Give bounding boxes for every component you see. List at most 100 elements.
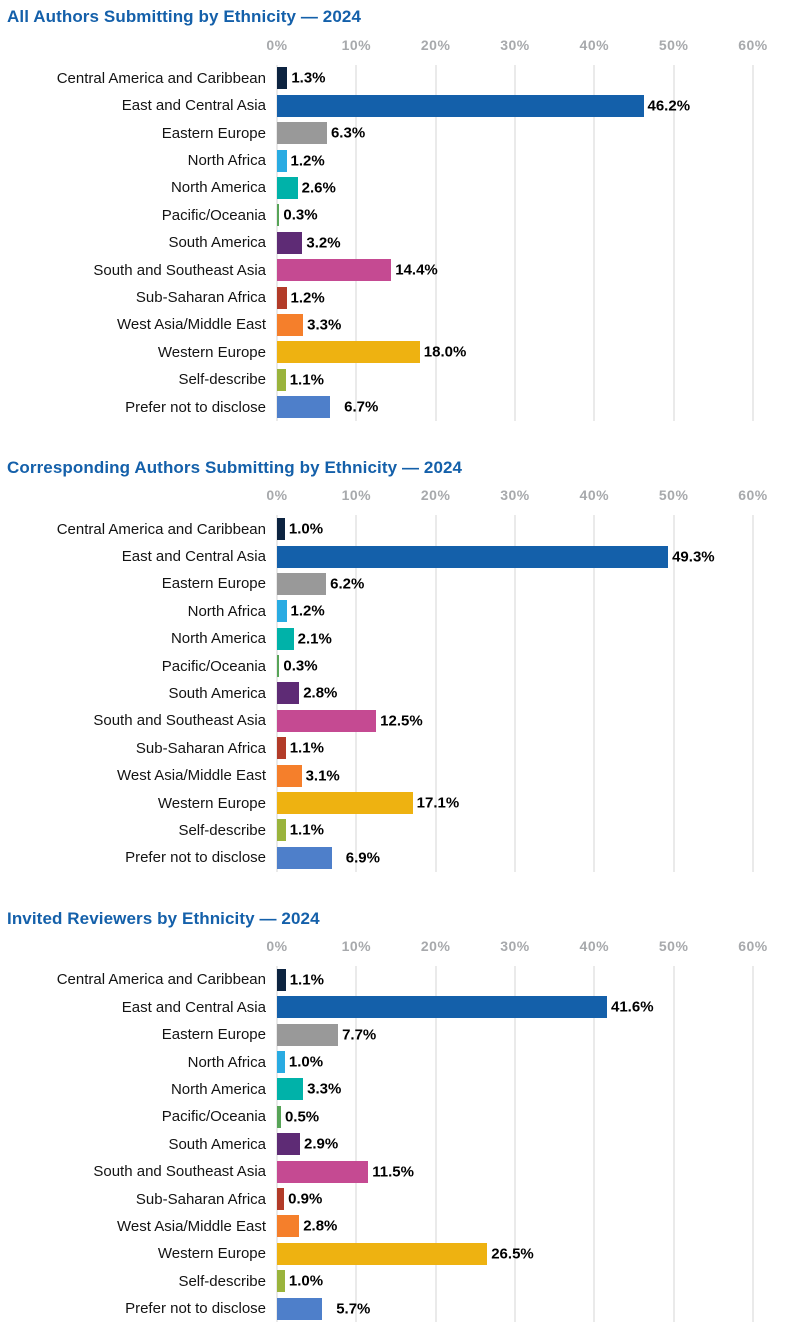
x-axis-tick: 0% [266, 487, 288, 504]
bar-row: East and Central Asia 46.2% [0, 92, 788, 119]
gridline [593, 64, 596, 421]
bar-track: 6.2% [277, 572, 788, 595]
bar-track: 18.0% [277, 341, 788, 364]
bar-track: 11.5% [277, 1160, 788, 1183]
bar-track: 2.8% [277, 1215, 788, 1238]
category-label: Self-describe [178, 371, 266, 389]
gridline [513, 515, 516, 872]
category-label: Sub-Saharan Africa [135, 289, 266, 306]
category-label: Sub-Saharan Africa [135, 1190, 266, 1208]
gridline [593, 966, 596, 1322]
gridline [593, 515, 596, 872]
bar [277, 655, 280, 678]
bar-row: Central America and Caribbean 1.1% [0, 966, 788, 993]
plot-area-all-authors: Central America and Caribbean 1.3% East an… [0, 64, 788, 421]
bar-track: 26.5% [277, 1242, 788, 1265]
bar [277, 792, 413, 815]
x-axis-tick: 40% [579, 487, 610, 504]
gridline [355, 515, 358, 872]
bar-track: 3.2% [277, 231, 788, 254]
bar-row: Western Europe 18.0% [0, 339, 788, 366]
x-axis-tick: 20% [420, 36, 451, 53]
bar [277, 341, 420, 364]
plot-area-invited-reviewers: Central America and Caribbean 1.1% East an… [0, 966, 788, 1322]
bar-row: Prefer not to disclose 6.9% [0, 844, 788, 871]
value-label: 17.1% [416, 794, 460, 812]
value-label: 1.0% [288, 520, 324, 538]
bar-row: North America 3.3% [0, 1076, 788, 1103]
bar-row: East and Central Asia 49.3% [0, 543, 788, 570]
gridline [355, 966, 358, 1322]
bar-row: Prefer not to disclose 6.7% [0, 393, 788, 420]
bar-track: 1.3% [277, 67, 788, 90]
bar-row: Eastern Europe 7.7% [0, 1021, 788, 1048]
value-label: 12.5% [380, 712, 423, 730]
category-label: Western Europe [157, 1245, 266, 1263]
bar [277, 259, 392, 282]
bar-track: 7.7% [277, 1023, 788, 1046]
bar-row: Western Europe 17.1% [0, 789, 788, 816]
bar-track: 2.9% [277, 1133, 788, 1156]
value-label: 6.3% [330, 124, 366, 142]
gridline [672, 966, 675, 1322]
bar [277, 846, 332, 869]
category-label: Central America and Caribbean [56, 971, 266, 989]
bar [277, 1270, 285, 1293]
bar-track: 0.3% [277, 204, 788, 227]
bar-row: South and Southeast Asia 12.5% [0, 707, 788, 734]
bar-row: South America 3.2% [0, 229, 788, 256]
bar [277, 572, 327, 595]
bar-track: 1.2% [277, 600, 788, 623]
category-label: Self-describe [178, 1272, 266, 1290]
bar-track: 46.2% [277, 94, 788, 117]
value-label: 49.3% [672, 548, 715, 566]
bar-row: North Africa 1.2% [0, 147, 788, 174]
value-label: 0.3% [283, 206, 318, 224]
category-label: Self-describe [178, 821, 266, 839]
bar [277, 968, 286, 991]
bar-track: 6.3% [277, 122, 788, 145]
chart-corresponding-authors: Corresponding Authors Submitting by Ethn… [0, 458, 788, 872]
value-label: 6.2% [330, 575, 365, 593]
category-label: North Africa [187, 602, 266, 620]
x-axis-tick: 20% [420, 938, 451, 955]
value-label: 6.7% [344, 398, 379, 416]
bar [277, 627, 294, 650]
plot-area-corresponding-authors: Central America and Caribbean 1.0% East an… [0, 515, 788, 872]
x-axis-tick: 10% [341, 938, 372, 955]
category-label: Central America and Caribbean [56, 69, 266, 87]
bar-row: Self-describe 1.1% [0, 817, 788, 844]
bar-track: 3.1% [277, 764, 788, 787]
gridline [434, 515, 437, 872]
bar-track: 6.7% [277, 396, 788, 419]
x-axis-invited-reviewers: 0% 10% 20% 30% 40% 50% 60% [0, 938, 788, 954]
value-label: 2.1% [297, 630, 332, 648]
value-label: 2.8% [303, 1217, 338, 1235]
category-label: Pacific/Oceania [161, 206, 266, 224]
bar-track: 0.9% [277, 1188, 788, 1211]
category-label: North Africa [187, 1053, 266, 1071]
value-label: 7.7% [342, 1026, 377, 1044]
value-label: 26.5% [491, 1245, 534, 1263]
bar-row: South America 2.9% [0, 1131, 788, 1158]
x-axis-tick: 10% [341, 487, 372, 504]
value-label: 1.1% [289, 971, 324, 989]
category-label: South and Southeast Asia [93, 712, 266, 730]
value-label: 0.9% [288, 1190, 323, 1208]
bar-track: 2.6% [277, 176, 788, 199]
bar [277, 1215, 300, 1238]
bar-track: 2.1% [277, 627, 788, 650]
bar [277, 313, 304, 336]
gridline [513, 966, 516, 1322]
gridline [672, 64, 675, 421]
value-label: 1.0% [288, 1272, 324, 1290]
category-label: Prefer not to disclose [125, 1300, 266, 1318]
bar-row: North America 2.1% [0, 625, 788, 652]
value-label: 1.1% [289, 739, 324, 757]
bar [277, 1188, 285, 1211]
x-axis-tick: 50% [658, 487, 689, 504]
bar [277, 396, 331, 419]
bar [277, 819, 286, 842]
bar-row: Pacific/Oceania 0.5% [0, 1103, 788, 1130]
